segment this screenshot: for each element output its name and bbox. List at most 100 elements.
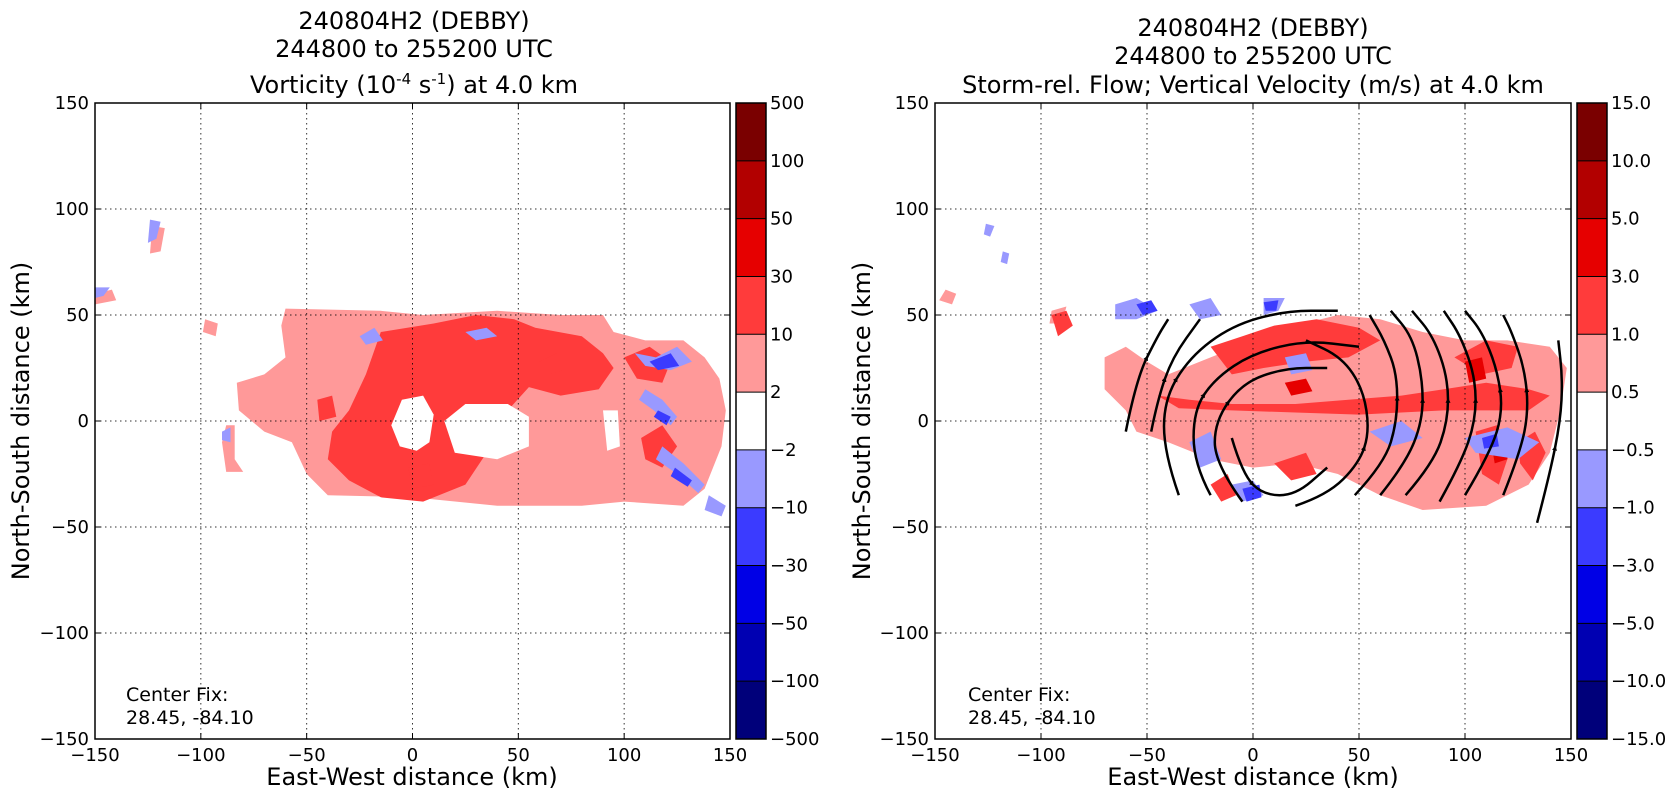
left-colorbar-tick-label: −500 bbox=[770, 729, 819, 750]
left-center-fix-label: Center Fix: bbox=[126, 684, 228, 706]
left-contour-weak-negative-5 bbox=[359, 327, 383, 345]
left-x-tick-label: 100 bbox=[607, 745, 641, 766]
right-x-tick-label: 100 bbox=[1448, 745, 1482, 766]
right-grid bbox=[935, 103, 1571, 739]
right-colorbar-tick-label: 3.0 bbox=[1611, 266, 1640, 287]
left-title-var-pre: Vorticity (10 bbox=[250, 71, 396, 99]
storm-relative-streamlines bbox=[1124, 309, 1564, 524]
vertical-velocity-field bbox=[939, 223, 1567, 510]
vorticity-field bbox=[95, 219, 726, 517]
right-colorbar-tick-label: 1.0 bbox=[1611, 324, 1640, 345]
left-colorbar-tick-label: 30 bbox=[770, 266, 793, 287]
right-x-tick-label: −50 bbox=[1128, 745, 1166, 766]
right-contour-moderate-positive-5 bbox=[1051, 310, 1073, 337]
streamline-13 bbox=[1535, 340, 1564, 524]
left-contour-weak-positive-4 bbox=[202, 319, 218, 337]
right-x-tick-label: 0 bbox=[1247, 745, 1258, 766]
right-colorbar-tick-label: −5.0 bbox=[1611, 613, 1655, 634]
left-contour-strong-negative-0 bbox=[649, 353, 680, 371]
left-y-tick-label: −50 bbox=[51, 517, 89, 538]
left-colorbar-segment bbox=[736, 681, 766, 740]
right-colorbar-segment bbox=[1577, 507, 1607, 567]
right-contour-strong-negative-1 bbox=[1263, 300, 1279, 311]
right-contour-strong-positive-2 bbox=[1284, 378, 1313, 396]
left-contour-weak-negative-8 bbox=[95, 287, 110, 298]
left-contour-hole-2 bbox=[603, 410, 620, 451]
left-colorbar-segment bbox=[736, 623, 766, 682]
left-title-var-mid: s bbox=[411, 71, 431, 99]
right-contour-weak-negative-5 bbox=[1465, 427, 1540, 460]
left-colorbar-tick-label: 10 bbox=[770, 324, 793, 345]
right-title-line-2: 244800 to 255200 UTC bbox=[1114, 42, 1392, 70]
right-contour-moderate-positive-1 bbox=[1157, 382, 1550, 415]
right-x-tick-label: 150 bbox=[1554, 745, 1588, 766]
left-y-tick-label: −150 bbox=[40, 729, 89, 750]
right-y-tick-label: 100 bbox=[895, 199, 929, 220]
left-x-tick-label: 50 bbox=[507, 745, 530, 766]
right-colorbar-tick-label: 0.5 bbox=[1611, 382, 1640, 403]
left-colorbar-tick-label: 50 bbox=[770, 209, 793, 230]
right-y-tick-label: −100 bbox=[880, 623, 929, 644]
right-colorbar-tick-label: −10.0 bbox=[1611, 671, 1666, 692]
right-y-tick-label: 50 bbox=[906, 305, 929, 326]
left-contour-moderate-positive-4 bbox=[539, 353, 565, 375]
right-y-axis-label: North-South distance (km) bbox=[848, 262, 876, 581]
left-colorbar-segment bbox=[736, 507, 766, 567]
left-x-tick-label: −50 bbox=[288, 745, 326, 766]
left-grid bbox=[95, 103, 730, 739]
left-contour-weak-negative-7 bbox=[147, 219, 161, 243]
left-center-fix-value: 28.45, -84.10 bbox=[126, 707, 254, 729]
left-contour-moderate-positive-1 bbox=[317, 395, 337, 421]
left-colorbar-tick-label: −10 bbox=[770, 498, 808, 519]
left-y-tick-label: 100 bbox=[55, 199, 89, 220]
right-contour-weak-negative-1 bbox=[1189, 298, 1222, 320]
right-contour-weak-positive-1 bbox=[939, 289, 957, 305]
left-colorbar-segment bbox=[736, 276, 766, 335]
right-colorbar-segment bbox=[1577, 103, 1607, 162]
left-ticks: −150 −100 −50 0 50 100 150 −150 −100 −50 0 50 100 150 bbox=[40, 93, 748, 766]
left-x-tick-label: 0 bbox=[407, 745, 418, 766]
right-colorbar-tick-label: −15.0 bbox=[1611, 729, 1666, 750]
right-colorbar-tick-label: −3.0 bbox=[1611, 556, 1655, 577]
left-contour-weak-negative-4 bbox=[465, 327, 498, 341]
right-colorbar-segment bbox=[1577, 334, 1607, 393]
vorticity-colorbar: 500 100 50 30 10 2 −2 −10 −30 −50 −100 −500 bbox=[735, 93, 819, 750]
left-colorbar-segment bbox=[736, 449, 766, 509]
left-y-tick-label: 0 bbox=[78, 411, 89, 432]
right-colorbar-tick-label: 5.0 bbox=[1611, 209, 1640, 230]
left-y-tick-label: 50 bbox=[66, 305, 89, 326]
left-colorbar-segment bbox=[736, 160, 766, 220]
right-colorbar-segment bbox=[1577, 160, 1607, 220]
right-y-tick-label: −150 bbox=[880, 729, 929, 750]
right-colorbar-segment bbox=[1577, 449, 1607, 509]
right-colorbar-frame bbox=[1576, 102, 1608, 740]
left-contour-hole-1 bbox=[444, 404, 529, 460]
right-contour-weak-negative-8 bbox=[983, 223, 995, 237]
right-y-tick-label: −50 bbox=[891, 517, 929, 538]
left-colorbar-segment bbox=[736, 565, 766, 624]
left-contour-weak-negative-2 bbox=[655, 446, 705, 494]
left-contour-moderate-positive-5 bbox=[408, 463, 434, 489]
right-colorbar-segment bbox=[1577, 623, 1607, 682]
right-colorbar-segment bbox=[1577, 218, 1607, 277]
left-x-tick-label: −150 bbox=[70, 745, 119, 766]
right-contour-weak-negative-4 bbox=[1369, 421, 1423, 447]
vertical-velocity-panel: 240804H2 (DEBBY) 244800 to 255200 UTC St… bbox=[848, 14, 1666, 791]
vertical-velocity-colorbar: 15.0 10.0 5.0 3.0 1.0 0.5 −0.5 −1.0 −3.0 −5.0 −10.… bbox=[1576, 93, 1666, 750]
right-colorbar-tick-label: −0.5 bbox=[1611, 440, 1655, 461]
left-colorbar-tick-label: 2 bbox=[770, 382, 781, 403]
right-center-fix-value: 28.45, -84.10 bbox=[968, 707, 1096, 729]
left-colorbar-segment bbox=[736, 392, 766, 451]
right-colorbar-segment bbox=[1577, 392, 1607, 451]
right-colorbar-tick-label: −1.0 bbox=[1611, 498, 1655, 519]
right-x-tick-label: 50 bbox=[1348, 745, 1371, 766]
left-colorbar-tick-label: −2 bbox=[770, 440, 797, 461]
right-y-tick-label: 0 bbox=[918, 411, 929, 432]
right-title-line-1: 240804H2 (DEBBY) bbox=[1137, 14, 1368, 42]
left-contour-weak-negative-6 bbox=[222, 427, 231, 443]
right-contour-moderate-positive-6 bbox=[1274, 452, 1317, 481]
left-colorbar-segment bbox=[736, 334, 766, 393]
left-title-var-post: ) at 4.0 km bbox=[446, 71, 578, 99]
right-colorbar-segment bbox=[1577, 565, 1607, 624]
